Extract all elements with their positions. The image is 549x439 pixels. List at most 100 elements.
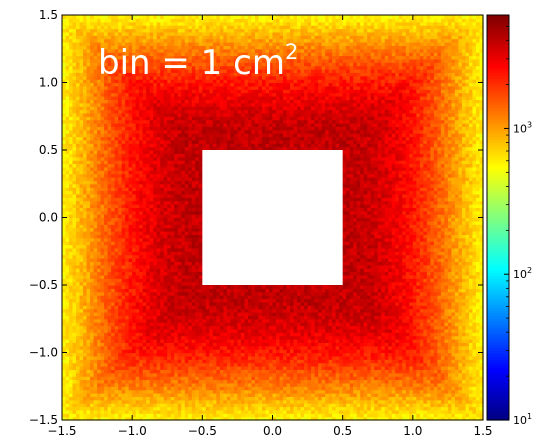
- heatmap-cell: [139, 42, 144, 46]
- heatmap-cell: [111, 143, 116, 148]
- heatmap-cell: [79, 220, 84, 225]
- heatmap-cell: [160, 318, 165, 323]
- heatmap-cell: [79, 153, 84, 158]
- heatmap-cell: [191, 123, 196, 127]
- heatmap-cell: [107, 274, 112, 279]
- heatmap-cell: [149, 126, 154, 131]
- heatmap-cell: [191, 271, 196, 276]
- heatmap-cell: [76, 268, 81, 273]
- heatmap-cell: [195, 339, 200, 343]
- heatmap-cell: [76, 163, 81, 168]
- heatmap-cell: [195, 406, 200, 411]
- heatmap-cell: [72, 55, 77, 60]
- heatmap-cell: [83, 285, 88, 289]
- heatmap-cell: [177, 187, 182, 192]
- heatmap-cell: [174, 251, 179, 256]
- heatmap-cell: [142, 183, 147, 188]
- heatmap-cell: [107, 396, 112, 401]
- heatmap-cell: [121, 177, 126, 181]
- heatmap-cell: [135, 166, 140, 171]
- heatmap-cell: [121, 15, 126, 19]
- heatmap-cell: [174, 234, 179, 239]
- heatmap-cell: [174, 25, 179, 30]
- heatmap-cell: [69, 207, 74, 212]
- heatmap-cell: [195, 52, 200, 57]
- heatmap-cell: [90, 31, 95, 36]
- heatmap-cell: [107, 31, 112, 36]
- heatmap-cell: [90, 193, 95, 198]
- heatmap-cell: [125, 52, 130, 57]
- heatmap-cell: [156, 224, 161, 229]
- heatmap-cell: [111, 210, 116, 215]
- heatmap-cell: [132, 35, 137, 40]
- heatmap-cell: [160, 35, 165, 40]
- heatmap-cell: [146, 82, 151, 87]
- heatmap-cell: [188, 69, 193, 73]
- heatmap-cell: [146, 224, 151, 229]
- heatmap-cell: [62, 72, 67, 77]
- heatmap-cell: [181, 413, 186, 418]
- heatmap-cell: [132, 210, 137, 215]
- heatmap-cell: [90, 312, 95, 316]
- heatmap-cell: [167, 382, 172, 387]
- heatmap-cell: [125, 386, 130, 391]
- heatmap-cell: [104, 85, 109, 90]
- heatmap-cell: [163, 244, 168, 249]
- heatmap-cell: [76, 207, 81, 212]
- heatmap-cell: [79, 82, 84, 87]
- heatmap-cell: [69, 268, 74, 273]
- heatmap-cell: [184, 173, 189, 178]
- heatmap-cell: [97, 291, 102, 296]
- heatmap-cell: [139, 82, 144, 87]
- heatmap-cell: [83, 129, 88, 134]
- heatmap-cell: [69, 173, 74, 178]
- heatmap-cell: [181, 166, 186, 171]
- heatmap-cell: [174, 322, 179, 327]
- heatmap-cell: [135, 366, 140, 370]
- heatmap-cell: [65, 166, 70, 171]
- heatmap-cell: [69, 133, 74, 138]
- heatmap-cell: [146, 271, 151, 276]
- heatmap-cell: [83, 372, 88, 377]
- heatmap-cell: [107, 261, 112, 266]
- heatmap-cell: [86, 187, 91, 192]
- heatmap-cell: [86, 295, 91, 300]
- heatmap-cell: [156, 75, 161, 80]
- heatmap-cell: [97, 116, 102, 121]
- heatmap-cell: [104, 139, 109, 144]
- heatmap-cell: [128, 261, 133, 266]
- heatmap-cell: [69, 413, 74, 418]
- heatmap-cell: [156, 305, 161, 310]
- heatmap-cell: [69, 180, 74, 185]
- heatmap-cell: [163, 362, 168, 367]
- heatmap-cell: [188, 187, 193, 192]
- heatmap-cell: [153, 258, 158, 262]
- heatmap-cell: [100, 305, 105, 310]
- heatmap-cell: [205, 328, 210, 333]
- heatmap-cell: [118, 170, 123, 175]
- heatmap-cell: [135, 150, 140, 154]
- heatmap-cell: [156, 217, 161, 222]
- heatmap-cell: [65, 328, 70, 333]
- heatmap-cell: [149, 25, 154, 30]
- heatmap-cell: [177, 156, 182, 161]
- heatmap-cell: [118, 376, 123, 381]
- heatmap-cell: [86, 288, 91, 293]
- heatmap-cell: [135, 183, 140, 188]
- heatmap-cell: [167, 21, 172, 26]
- heatmap-cell: [97, 96, 102, 100]
- heatmap-cell: [153, 389, 158, 394]
- heatmap-cell: [146, 315, 151, 320]
- heatmap-cell: [195, 183, 200, 188]
- heatmap-cell: [188, 62, 193, 67]
- heatmap-cell: [121, 150, 126, 154]
- heatmap-cell: [121, 254, 126, 259]
- heatmap-cell: [62, 264, 67, 269]
- heatmap-cell: [160, 183, 165, 188]
- heatmap-cell: [202, 62, 207, 67]
- heatmap-cell: [65, 244, 70, 249]
- heatmap-cell: [132, 123, 137, 127]
- heatmap-cell: [72, 190, 77, 195]
- heatmap-cell: [160, 82, 165, 87]
- heatmap-cell: [156, 163, 161, 168]
